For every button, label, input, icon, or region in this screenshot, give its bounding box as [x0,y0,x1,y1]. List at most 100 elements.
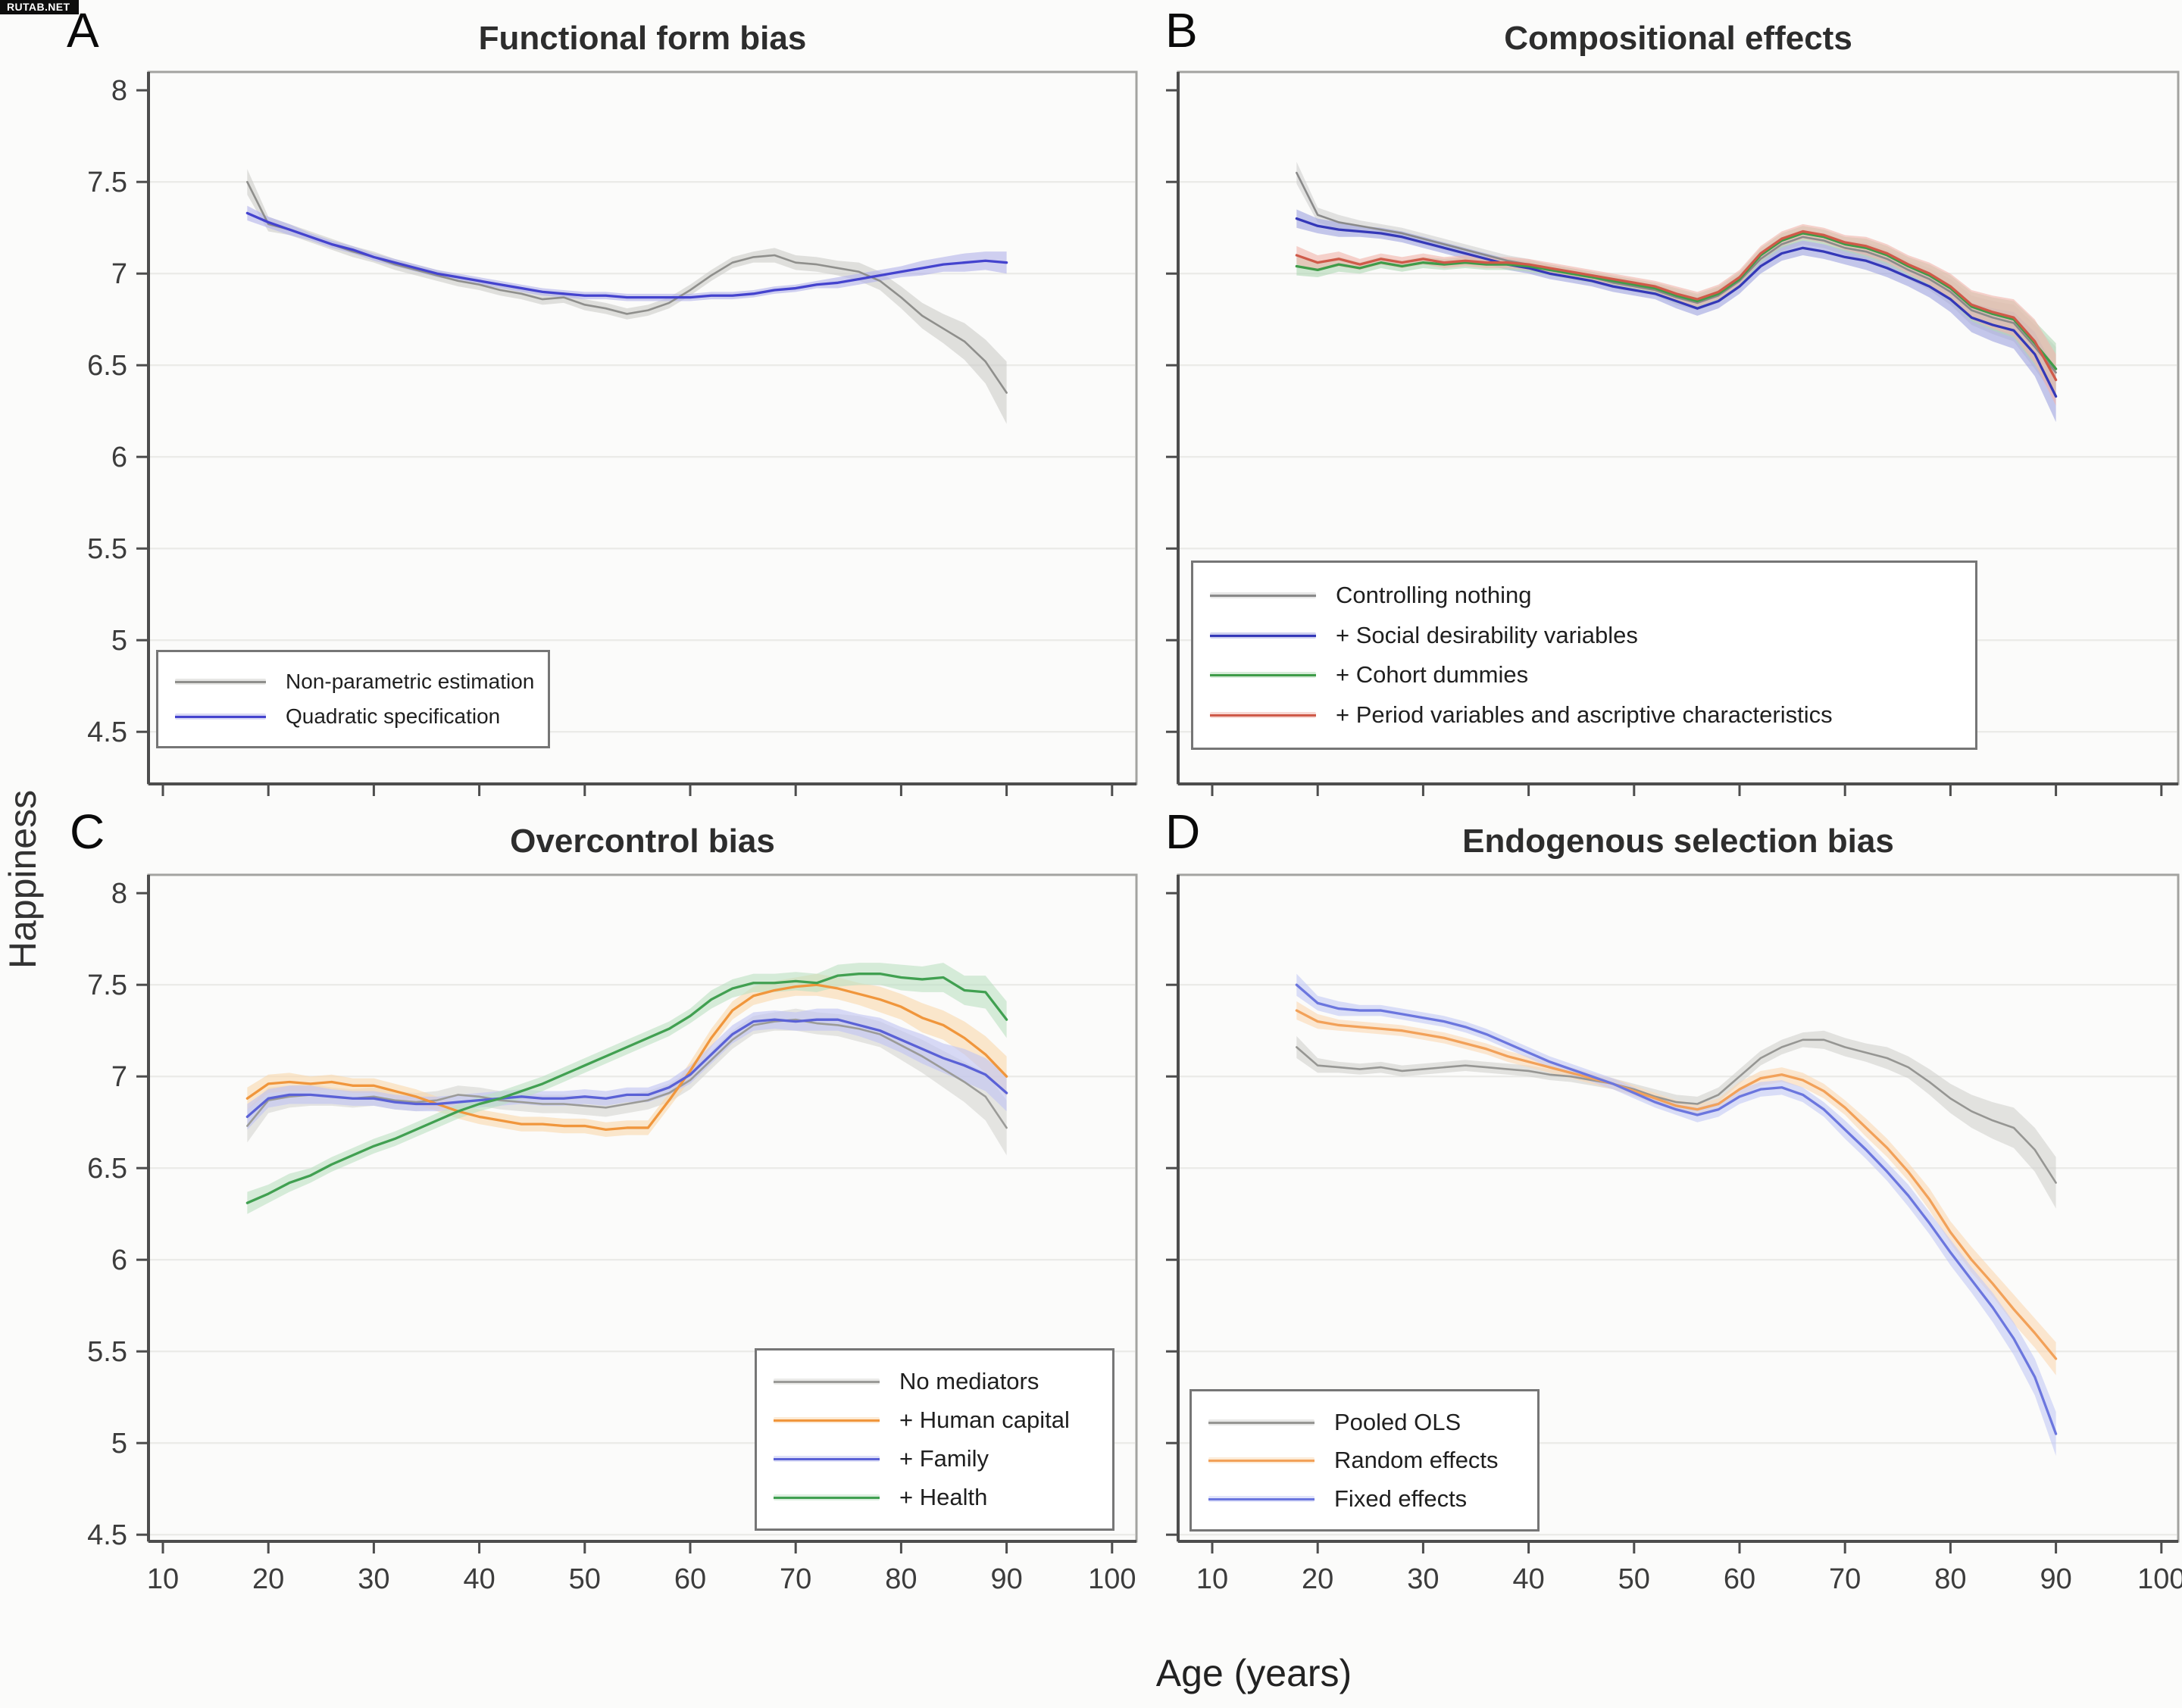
legend-line-swatch [1208,1495,1315,1503]
legend-line-swatch [1208,1457,1315,1464]
y-axis-label: Happiness [2,789,44,970]
x-tick-label: 40 [1512,1563,1544,1595]
legend-line-swatch [774,1416,880,1424]
panel-label-b: B [1165,3,1198,58]
x-tick-label: 60 [674,1563,706,1595]
legend-panel-a: Non-parametric estimation Quadratic speci… [156,650,550,748]
panel-plot-d: 10 20 30 40 50 60 70 80 90 100 [1166,873,2182,1595]
series-line [1295,983,2058,1435]
x-tick-label: 30 [358,1563,389,1595]
y-tick-label: 7.5 [87,970,127,1001]
legend-line-swatch [774,1494,880,1501]
series-line [245,983,1008,1132]
legend-label: Non-parametric estimation [286,669,535,693]
watermark-badge: RUTAB.NET [0,0,80,14]
ci-band [247,205,1007,301]
series-line [245,973,1008,1204]
panel-title-functional-form-bias: Functional form bias [478,20,807,57]
x-tick-label: 100 [2137,1563,2182,1595]
x-tick-label: 20 [252,1563,284,1595]
x-tick-label: 70 [780,1563,811,1595]
legend-item: + Period variables and ascriptive charac… [1193,701,1975,729]
panel-title-compositional-effects: Compositional effects [1504,20,1852,57]
ci-band [1296,226,2056,395]
x-tick-label: 50 [569,1563,601,1595]
legend-line-swatch [175,713,266,720]
legend-item: Controlling nothing [1193,582,1975,609]
legend-line-swatch [774,1378,880,1385]
legend-line-swatch [1210,711,1316,719]
legend-item: + Human capital [757,1407,1112,1434]
y-tick-label: 4.5 [87,1519,127,1551]
legend-line-swatch [1208,1419,1315,1426]
panel-label-c: C [70,804,105,859]
legend-item: Pooled OLS [1192,1409,1537,1436]
legend-panel-c: No mediators + Human capital + Family + Hea… [755,1348,1114,1531]
y-tick-label: 6.5 [87,350,127,382]
ci-band [1296,223,2056,406]
x-tick-label: 50 [1618,1563,1650,1595]
y-tick-label: 5 [111,625,127,657]
legend-line-swatch [1210,632,1316,639]
series-line [1296,1038,2057,1184]
legend-label: Random effects [1334,1447,1499,1473]
panel-plot-b [1166,70,2180,796]
legend-label: + Social desirability variables [1336,621,1638,648]
series-line [245,211,1008,299]
y-tick-label: 8 [111,75,127,107]
series-line [1296,171,2057,374]
x-tick-label: 80 [885,1563,917,1595]
panel-title-endogenous-selection-bias: Endogenous selection bias [1462,823,1894,860]
legend-label: + Human capital [899,1407,1070,1433]
x-tick-label: 10 [147,1563,179,1595]
x-tick-label: 60 [1724,1563,1755,1595]
x-tick-label: 30 [1407,1563,1439,1595]
legend-line-swatch [1210,671,1316,679]
legend-line-swatch [774,1455,880,1463]
legend-item: + Family [757,1445,1112,1472]
panel-plot-a: 8 7.5 7 6.5 6 5.5 5 4.5 [87,70,1138,796]
x-tick-label: 10 [1196,1563,1228,1595]
series-line [1295,217,2058,398]
series-line [246,1018,1008,1129]
series-line [1295,230,2058,382]
x-tick-label: 100 [1088,1563,1136,1595]
legend-label: + Cohort dummies [1336,661,1529,689]
x-axis-label: Age (years) [1155,1652,1352,1694]
x-tick-label: 80 [1934,1563,1966,1595]
series-line [1295,232,2058,370]
y-tick-label: 7 [111,1061,127,1093]
legend-item: + Social desirability variables [1193,622,1975,649]
x-tick-label: 40 [463,1563,495,1595]
x-tick-label: 20 [1302,1563,1333,1595]
legend-item: Quadratic specification [158,704,548,729]
ci-band [1296,209,2056,423]
y-tick-label: 5.5 [87,1336,127,1368]
legend-label: Quadratic specification [286,704,501,729]
y-tick-label: 6.5 [87,1153,127,1185]
legend-line-swatch [1210,592,1316,599]
panel-title-overcontrol-bias: Overcontrol bias [510,823,775,860]
series-line [245,1018,1008,1119]
y-tick-label: 6 [111,442,127,473]
legend-panel-b: Controlling nothing + Social desirability… [1191,560,1977,750]
y-tick-label: 5 [111,1428,127,1460]
ci-band [1296,1030,2056,1209]
y-tick-label: 7 [111,258,127,290]
legend-item: + Cohort dummies [1193,661,1975,689]
ci-band [1296,1001,2056,1375]
legend-item: Non-parametric estimation [158,670,548,694]
y-tick-label: 6 [111,1244,127,1276]
legend-item: Random effects [1192,1447,1537,1474]
y-tick-label: 5.5 [87,533,127,565]
x-tick-label: 70 [1829,1563,1861,1595]
legend-label: Pooled OLS [1334,1408,1461,1435]
series-line [1295,1009,2058,1360]
legend-label: No mediators [899,1368,1039,1394]
legend-label: + Family [899,1445,989,1472]
y-tick-label: 7.5 [87,167,127,198]
legend-panel-d: Pooled OLS Random effects Fixed effects [1189,1389,1540,1532]
legend-item: No mediators [757,1368,1112,1395]
x-tick-label: 90 [990,1563,1022,1595]
